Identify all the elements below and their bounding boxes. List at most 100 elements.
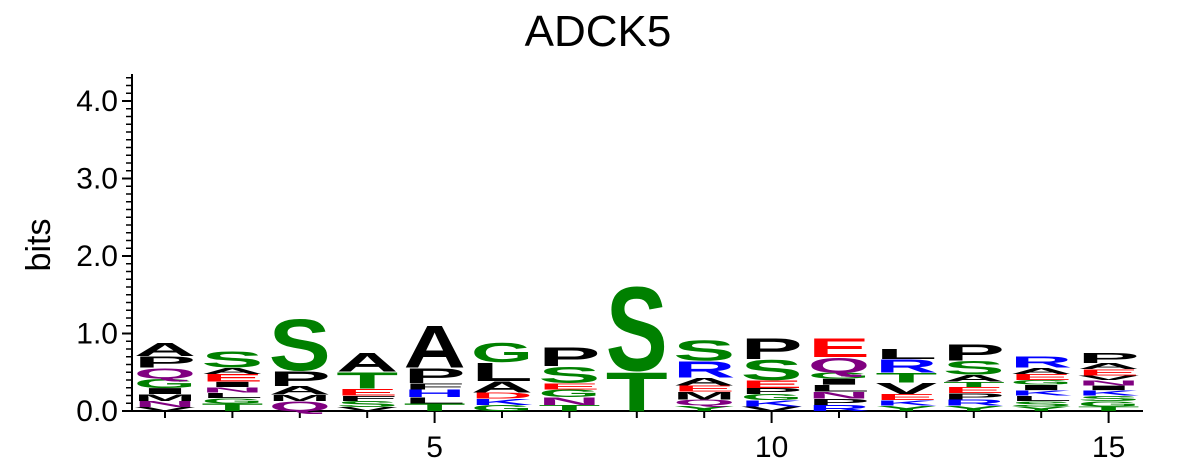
logo-letter-f: F: [404, 382, 466, 391]
logo-letter-r: R: [875, 356, 937, 376]
logo-letter-t: T: [538, 403, 600, 412]
logo-letter-v: V: [134, 406, 196, 412]
logo-letter-p: P: [1078, 350, 1140, 367]
logo-letter-g: G: [741, 393, 803, 402]
logo-letter-v: V: [741, 405, 803, 412]
logo-letter-a: A: [673, 376, 735, 388]
x-tick-label: 10: [755, 431, 788, 464]
logo-letter-p: P: [404, 364, 466, 388]
logo-letter-g: G: [1010, 379, 1072, 386]
logo-letter-r: R: [943, 398, 1005, 407]
logo-letter-y: Y: [673, 404, 735, 412]
logo-letter-y: Y: [943, 404, 1005, 412]
logo-letter-t: T: [336, 367, 398, 393]
logo-letter-t: T: [606, 362, 668, 424]
logo-letter-a: A: [134, 340, 196, 360]
logo-letter-e: E: [943, 385, 1005, 395]
logo-letter-p: P: [943, 392, 1005, 402]
logo-letter-p: P: [808, 397, 870, 407]
logo-letter-v: V: [876, 380, 938, 398]
logo-letter-s: S: [538, 362, 600, 388]
logo-letter-g: G: [201, 397, 263, 405]
logo-letter-t: T: [875, 370, 937, 385]
logo-letter-y: Y: [875, 404, 937, 412]
y-tick-label: 2.0: [76, 240, 118, 273]
logo-letter-l: L: [201, 391, 263, 399]
logo-letter-a: A: [404, 313, 466, 381]
logo-letter-d: D: [471, 391, 533, 400]
logo-letter-k: K: [1078, 389, 1140, 397]
logo-letter-s: S: [1078, 394, 1140, 402]
logo-letter-g: G: [538, 388, 600, 400]
logo-letter-r: R: [808, 403, 870, 412]
logo-letter-p: P: [741, 386, 803, 396]
logo-letter-n: N: [201, 386, 263, 394]
logo-letter-y: Y: [1010, 405, 1072, 412]
logo-letter-a: A: [1010, 366, 1072, 375]
logo-letter-n: N: [538, 395, 600, 407]
logo-letter-m: M: [269, 393, 331, 402]
logo-letter-k: K: [875, 399, 937, 407]
logo-letter-s: S: [1010, 400, 1072, 408]
logo-letter-i: I: [1078, 384, 1140, 391]
logo-letter-e: E: [201, 372, 263, 384]
logo-letter-s: S: [269, 304, 331, 386]
logo-letter-e: E: [808, 333, 870, 363]
logo-letter-p: P: [269, 367, 331, 391]
logo-letter-e: E: [336, 387, 398, 398]
chart-title: ADCK5: [525, 7, 672, 56]
logo-letter-k: K: [741, 399, 803, 408]
logo-letter-g: G: [808, 371, 870, 380]
logo-letter-a: A: [201, 366, 263, 375]
logo-letter-i: I: [201, 380, 263, 388]
logo-letter-s: S: [943, 357, 1005, 378]
logo-letter-g: G: [1078, 400, 1140, 408]
x-tick-label: 15: [1092, 431, 1125, 464]
logo-letter-e: E: [1078, 368, 1140, 378]
logo-letter-i: I: [1010, 383, 1072, 391]
logo-letter-n: N: [808, 390, 870, 401]
logo-letter-s: S: [741, 354, 803, 386]
logo-letter-k: K: [1010, 389, 1072, 397]
logo-letter-h: H: [404, 387, 466, 399]
logo-letter-q: Q: [269, 399, 331, 414]
logo-letter-q: Q: [134, 365, 196, 382]
y-tick-label: 4.0: [76, 85, 118, 118]
logo-letter-g: G: [471, 337, 533, 368]
y-axis-label: bits: [20, 219, 58, 272]
logo-letter-n: N: [134, 399, 196, 408]
logo-letter-g: G: [134, 376, 196, 390]
logo-letter-t: T: [1078, 405, 1140, 412]
logo-letter-v: V: [336, 406, 398, 412]
logo-letter-k: K: [471, 397, 533, 406]
logo-letter-s: S: [673, 335, 735, 367]
logo-letter-e: E: [1010, 372, 1072, 382]
logo-letter-t: T: [943, 380, 1005, 388]
logo-letter-a: A: [943, 373, 1005, 384]
logo-letter-a: A: [269, 384, 331, 397]
logo-letter-l: L: [1010, 394, 1072, 402]
logo-letter-t: T: [201, 402, 263, 414]
x-tick-label: 5: [426, 431, 443, 464]
logo-letter-p: P: [741, 332, 803, 365]
logo-letter-p: P: [134, 353, 196, 371]
logo-letter-l: L: [404, 396, 466, 405]
logo-letter-r: R: [673, 357, 735, 383]
logo-letter-e: E: [741, 378, 803, 390]
logo-letter-l: L: [875, 346, 937, 363]
logo-letter-i: I: [808, 377, 870, 386]
logo-letter-n: N: [1078, 379, 1140, 387]
logo-letter-r: R: [1010, 353, 1072, 371]
y-tick-label: 3.0: [76, 163, 118, 196]
logo-letter-i: I: [134, 386, 196, 395]
logo-letter-l: L: [808, 383, 870, 394]
logo-letter-v: V: [1078, 374, 1140, 381]
logo-letter-a: A: [1078, 361, 1140, 370]
logo-letter-t: T: [404, 402, 466, 414]
logo-letter-m: M: [673, 390, 735, 402]
logo-letter-l: L: [471, 358, 533, 387]
logo-letter-s: S: [336, 399, 398, 409]
logo-letter-e: E: [538, 382, 600, 392]
logo-glyphs: VNMIGQPATGLNIEASQMAPSVSFETATLHFPAGKDALGT…: [134, 262, 1140, 423]
